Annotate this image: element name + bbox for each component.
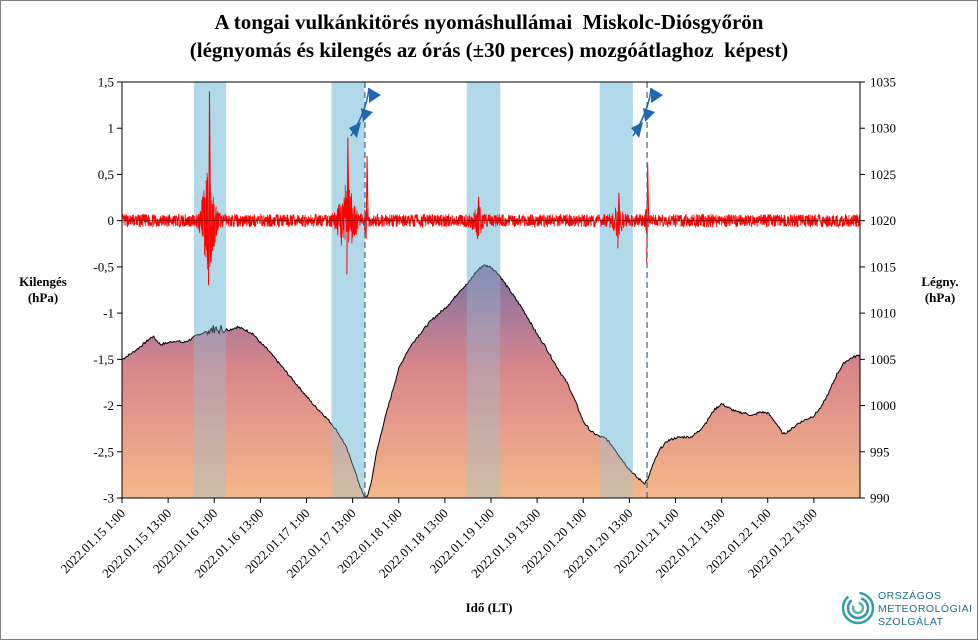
front-curve-1 xyxy=(350,87,370,137)
left-tick-label: -3 xyxy=(103,491,114,506)
cold-front-icon xyxy=(360,108,373,122)
cold-front-icon xyxy=(651,88,664,103)
wave-band-overlay-4 xyxy=(599,82,633,498)
left-tick-labels: 1,5 1 0,5 0 -0,5 -1 -1,5 -2 -2,5 -3 xyxy=(93,75,114,506)
right-tick-label: 1015 xyxy=(870,259,896,274)
right-tick-label: 1010 xyxy=(870,306,896,321)
left-tick-label: -2,5 xyxy=(93,444,114,459)
axes xyxy=(117,81,865,503)
pressure-line xyxy=(122,263,860,498)
chart-subtitle: (légnyomás és kilengés az órás (±30 perc… xyxy=(189,38,789,62)
right-axis-label: Légny. (hPa) xyxy=(905,274,975,306)
logo-line-2: METEOROLÓGIAI xyxy=(878,603,973,615)
kilenges-series xyxy=(122,91,860,286)
logo-line-1: ORSZÁGOS xyxy=(878,590,942,602)
wave-band-4 xyxy=(599,82,633,498)
left-axis-label: Kilengés (hPa) xyxy=(8,274,78,306)
burst-spike-3 xyxy=(365,155,369,240)
right-tick-label: 1020 xyxy=(870,213,896,228)
logo-line-3: SZOLGÁLAT xyxy=(878,616,944,628)
right-tick-label: 1030 xyxy=(870,121,896,136)
cold-front-icon xyxy=(368,88,381,103)
right-tick-label: 1035 xyxy=(870,75,896,90)
right-tick-label: 1005 xyxy=(870,352,896,367)
cold-front-icon xyxy=(643,108,656,122)
right-tick-label: 990 xyxy=(870,491,890,506)
right-tick-label: 995 xyxy=(870,444,890,459)
omsz-logo: ORSZÁGOS METEOROLÓGIAI SZOLGÁLAT xyxy=(838,584,978,634)
burst-spike-2 xyxy=(346,137,350,275)
left-tick-label: 0,5 xyxy=(98,167,114,182)
front-markers xyxy=(348,82,664,498)
left-tick-label: -2 xyxy=(103,398,114,413)
right-axis-label-text: Légny. (hPa) xyxy=(921,274,959,305)
right-tick-label: 1000 xyxy=(870,398,896,413)
front-curve-2 xyxy=(632,87,652,137)
left-tick-label: 1 xyxy=(108,121,115,136)
swirl-logo-icon xyxy=(841,591,875,625)
left-tick-label: 0 xyxy=(108,213,115,228)
pressure-area xyxy=(122,263,860,498)
pressure-fill xyxy=(122,264,860,498)
kilenges-line xyxy=(122,172,860,270)
chart-title: A tongai vulkánkitörés nyomáshullámai Mi… xyxy=(214,10,764,34)
left-tick-label: 1,5 xyxy=(98,75,114,90)
burst-spike-4 xyxy=(477,196,481,240)
right-tick-labels: 1035 1030 1025 1020 1015 1010 1005 1000 995 990 xyxy=(870,75,896,506)
left-tick-label: -1,5 xyxy=(93,352,114,367)
left-tick-label: -0,5 xyxy=(93,259,114,274)
wave-band-overlay-3 xyxy=(466,82,501,498)
left-tick-label: -1 xyxy=(103,306,114,321)
left-axis-label-text: Kilengés (hPa) xyxy=(19,274,67,305)
right-tick-label: 1025 xyxy=(870,167,896,182)
x-axis-label: Idő (LT) xyxy=(465,600,513,615)
burst-spike-5 xyxy=(617,192,621,249)
